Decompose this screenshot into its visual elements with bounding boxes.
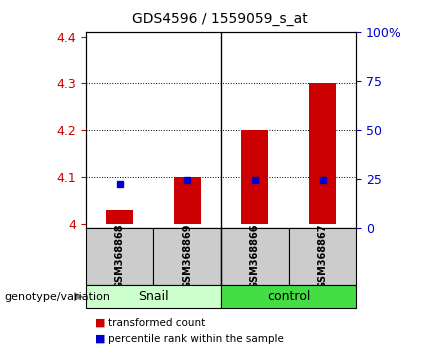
Text: genotype/variation: genotype/variation (4, 292, 110, 302)
Text: GDS4596 / 1559059_s_at: GDS4596 / 1559059_s_at (132, 12, 308, 27)
Text: percentile rank within the sample: percentile rank within the sample (108, 334, 284, 344)
Text: transformed count: transformed count (108, 318, 205, 328)
Bar (154, 228, 221, 285)
Text: ■: ■ (95, 334, 105, 344)
Bar (242, 130, 268, 224)
Bar (86, 228, 154, 285)
Bar (221, 285, 356, 308)
Polygon shape (74, 292, 84, 301)
Text: GSM368866: GSM368866 (250, 224, 260, 290)
Bar (221, 228, 289, 285)
Text: GSM368869: GSM368869 (182, 224, 192, 290)
Text: ■: ■ (95, 318, 105, 328)
Text: GSM368868: GSM368868 (115, 224, 125, 290)
Bar (309, 83, 336, 224)
Text: Snail: Snail (138, 290, 169, 303)
Text: control: control (267, 290, 311, 303)
Bar (106, 210, 133, 224)
Text: GSM368867: GSM368867 (318, 224, 327, 290)
Bar (86, 285, 221, 308)
Bar (174, 177, 201, 224)
Bar (289, 228, 356, 285)
